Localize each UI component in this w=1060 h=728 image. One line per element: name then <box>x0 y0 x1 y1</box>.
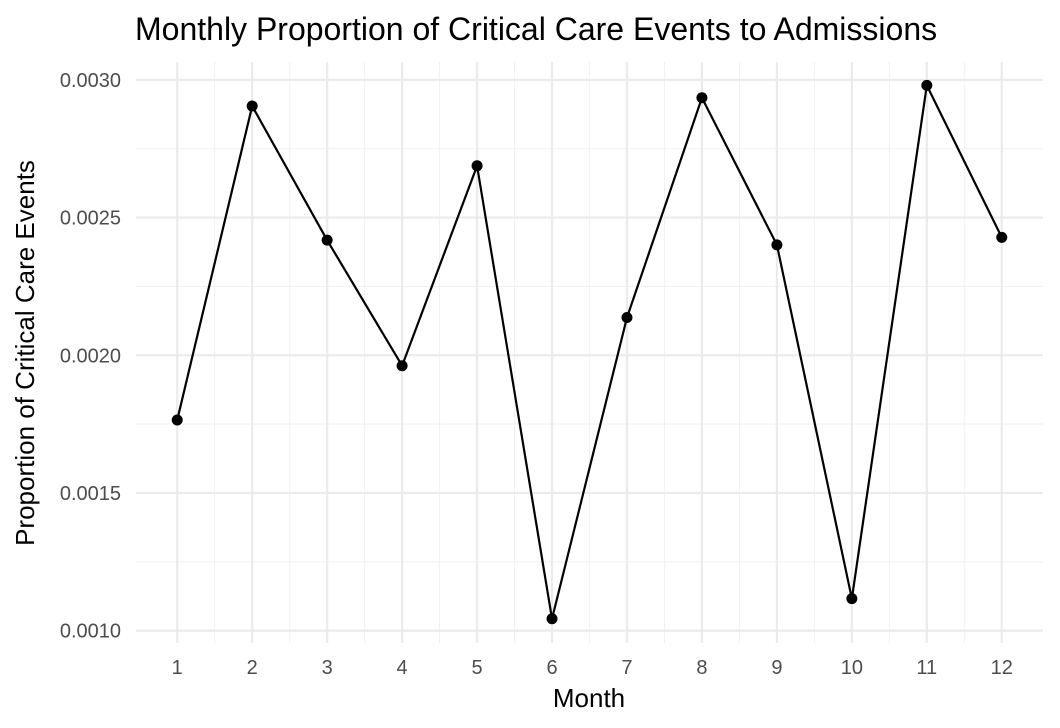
data-point <box>846 593 858 605</box>
data-point <box>246 100 258 112</box>
series-line <box>176 81 1003 620</box>
data-point <box>621 312 633 324</box>
y-tick-label: 0.0020 <box>60 345 121 367</box>
data-point <box>696 92 708 104</box>
x-tick-label: 5 <box>471 657 482 679</box>
y-axis-title: Proportion of Critical Care Events <box>10 160 40 546</box>
x-tick-label: 11 <box>916 657 937 679</box>
y-tick-label: 0.0015 <box>60 483 121 505</box>
data-point <box>471 160 483 172</box>
series-layer <box>171 79 1008 625</box>
x-tick-label: 9 <box>771 657 782 679</box>
x-axis-tick-labels: 1 2 3 4 5 6 7 8 9 10 11 12 <box>172 657 1013 679</box>
data-point <box>171 414 183 426</box>
x-tick-label: 4 <box>397 657 408 679</box>
y-tick-label: 0.0030 <box>60 70 121 92</box>
x-tick-label: 1 <box>172 657 183 679</box>
data-point <box>321 234 333 246</box>
x-tick-label: 2 <box>247 657 258 679</box>
x-tick-label: 7 <box>621 657 632 679</box>
y-axis-tick-labels: 0.0010 0.0015 0.0020 0.0025 0.0030 <box>60 70 121 643</box>
x-tick-label: 12 <box>991 657 1013 679</box>
minor-gridlines <box>136 62 1043 643</box>
data-point <box>396 360 408 372</box>
x-tick-label: 6 <box>546 657 557 679</box>
x-tick-label: 8 <box>696 657 707 679</box>
data-point <box>771 239 783 251</box>
major-gridlines <box>136 62 1043 643</box>
data-point <box>921 79 933 91</box>
x-axis-title: Month <box>553 683 625 713</box>
data-point <box>996 231 1008 243</box>
data-point <box>546 613 558 625</box>
y-tick-label: 0.0010 <box>60 621 121 643</box>
x-tick-label: 3 <box>322 657 333 679</box>
x-tick-label: 10 <box>841 657 863 679</box>
chart-title: Monthly Proportion of Critical Care Even… <box>135 11 937 47</box>
y-tick-label: 0.0025 <box>60 208 121 230</box>
